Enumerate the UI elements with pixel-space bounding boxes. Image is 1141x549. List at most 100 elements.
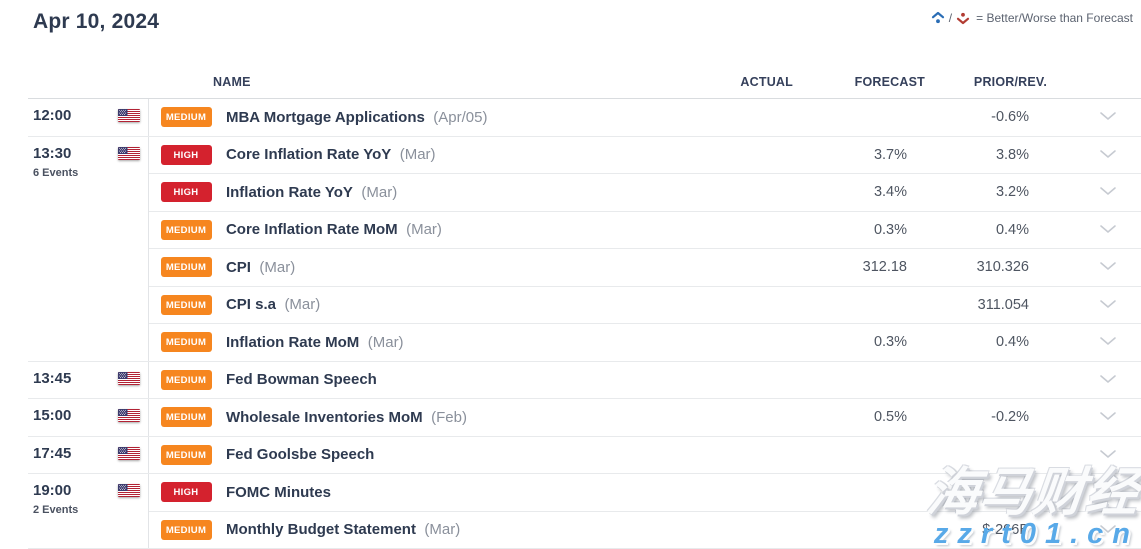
chevron-down-icon[interactable] xyxy=(1099,411,1117,421)
us-flag-icon xyxy=(117,371,140,385)
chevron-down-icon[interactable] xyxy=(1099,449,1117,459)
time-cell: 15:00 xyxy=(28,398,149,437)
event-row[interactable]: 19:00 2 Events HIGH FOMC Minutes xyxy=(28,473,1141,549)
time-label: 17:45 xyxy=(33,444,72,462)
event-name: CPI xyxy=(225,258,251,276)
event-name: Monthly Budget Statement xyxy=(225,521,416,539)
chevron-down-icon[interactable] xyxy=(1099,336,1117,346)
col-header-actual: ACTUAL xyxy=(637,75,793,99)
chevron-down-icon[interactable] xyxy=(1099,224,1117,234)
chevron-down-icon[interactable] xyxy=(1099,149,1117,159)
importance-badge: MEDIUM xyxy=(160,294,212,315)
event-name-cell: MEDIUM MBA Mortgage Applications (Apr/05… xyxy=(148,98,637,137)
col-header-expand xyxy=(1047,75,1141,99)
event-name-cell: MEDIUM Core Inflation Rate MoM (Mar) xyxy=(148,211,637,249)
prior-value: 0.4% xyxy=(925,323,1047,362)
col-header-prior: PRIOR/REV. xyxy=(925,75,1047,99)
time-cell: 12:00 xyxy=(28,98,149,137)
forecast-value xyxy=(793,98,925,137)
importance-badge: MEDIUM xyxy=(160,444,212,465)
chevron-down-icon[interactable] xyxy=(1099,374,1117,384)
event-period: (Mar) xyxy=(259,258,296,276)
events-count: 2 Events xyxy=(33,504,79,516)
prior-value: -0.2% xyxy=(925,398,1047,437)
actual-value xyxy=(637,436,793,474)
col-header-forecast: FORECAST xyxy=(793,75,925,99)
actual-value xyxy=(637,286,793,324)
event-name-cell: MEDIUM Fed Goolsbe Speech xyxy=(148,436,637,474)
event-name: Core Inflation Rate YoY xyxy=(225,146,392,164)
event-name: FOMC Minutes xyxy=(225,483,331,501)
prior-value: 311.054 xyxy=(925,286,1047,324)
event-row[interactable]: MEDIUM CPI s.a (Mar) 311.054 xyxy=(28,286,1141,324)
forecast-value: 0.3% xyxy=(793,211,925,249)
importance-badge: HIGH xyxy=(160,182,212,203)
legend-text: = Better/Worse than Forecast xyxy=(976,11,1133,25)
event-row[interactable]: 17:45 MEDIUM Fed Goolsbe Speech xyxy=(28,436,1141,474)
forecast-value xyxy=(793,473,925,512)
event-period: (Mar) xyxy=(284,296,321,314)
importance-badge: MEDIUM xyxy=(160,219,212,240)
prior-value xyxy=(925,361,1047,399)
legend-separator: / xyxy=(948,11,953,25)
event-name-cell: MEDIUM CPI s.a (Mar) xyxy=(148,286,637,324)
prior-value xyxy=(925,473,1047,512)
prior-value: 0.4% xyxy=(925,211,1047,249)
forecast-value: 312.18 xyxy=(793,248,925,287)
event-row[interactable]: 13:45 MEDIUM Fed Bowman Speech xyxy=(28,361,1141,399)
event-row[interactable]: HIGH Inflation Rate YoY (Mar) 3.4% 3.2% xyxy=(28,173,1141,212)
chevron-down-icon[interactable] xyxy=(1099,524,1117,534)
event-name: Fed Goolsbe Speech xyxy=(225,446,375,464)
page-title: Apr 10, 2024 xyxy=(33,10,160,33)
forecast-value: 3.7% xyxy=(793,136,925,174)
chevron-down-icon[interactable] xyxy=(1099,486,1117,496)
event-period: (Mar) xyxy=(367,333,404,351)
time-label: 15:00 xyxy=(33,407,72,424)
header-row: NAME ACTUAL FORECAST PRIOR/REV. xyxy=(28,75,1141,99)
importance-badge: MEDIUM xyxy=(160,107,212,128)
event-period: (Mar) xyxy=(424,521,461,539)
event-period: (Apr/05) xyxy=(433,108,488,126)
event-period: (Mar) xyxy=(399,146,436,164)
arrow-down-worse-icon xyxy=(957,12,970,25)
event-row[interactable]: 15:00 MEDIUM Wholesale Inventories MoM (… xyxy=(28,398,1141,437)
event-row[interactable]: MEDIUM CPI (Mar) 312.18 310.326 xyxy=(28,248,1141,287)
importance-badge: MEDIUM xyxy=(160,369,212,390)
event-name-cell: MEDIUM CPI (Mar) xyxy=(148,248,637,287)
event-name-cell: MEDIUM Fed Bowman Speech xyxy=(148,361,637,399)
economic-calendar-table: NAME ACTUAL FORECAST PRIOR/REV. 12:00 ME… xyxy=(28,75,1141,549)
importance-badge: MEDIUM xyxy=(160,332,212,353)
chevron-down-icon[interactable] xyxy=(1099,111,1117,121)
prior-value: -0.6% xyxy=(925,98,1047,137)
importance-badge: MEDIUM xyxy=(160,407,212,428)
event-row[interactable]: MEDIUM Monthly Budget Statement (Mar) $-… xyxy=(28,511,1141,549)
event-name: Fed Bowman Speech xyxy=(225,371,377,389)
chevron-down-icon[interactable] xyxy=(1099,261,1117,271)
event-name-cell: MEDIUM Inflation Rate MoM (Mar) xyxy=(148,323,637,362)
actual-value xyxy=(637,398,793,437)
chevron-down-icon[interactable] xyxy=(1099,299,1117,309)
prior-value: 3.8% xyxy=(925,136,1047,174)
actual-value xyxy=(637,361,793,399)
event-row[interactable]: MEDIUM Core Inflation Rate MoM (Mar) 0.3… xyxy=(28,211,1141,249)
event-name-cell: HIGH Inflation Rate YoY (Mar) xyxy=(148,173,637,212)
actual-value xyxy=(637,511,793,549)
importance-badge: MEDIUM xyxy=(160,519,212,540)
us-flag-icon xyxy=(117,146,140,160)
prior-value: 310.326 xyxy=(925,248,1047,287)
forecast-value xyxy=(793,436,925,474)
event-period: (Feb) xyxy=(431,408,467,426)
event-row[interactable]: 12:00 MEDIUM MBA Mortgage Applications (… xyxy=(28,98,1141,137)
actual-value xyxy=(637,173,793,212)
event-name: Inflation Rate YoY xyxy=(225,183,353,201)
event-name-cell: MEDIUM Wholesale Inventories MoM (Feb) xyxy=(148,398,637,437)
importance-badge: MEDIUM xyxy=(160,257,212,278)
time-cell: 13:30 6 Events xyxy=(28,136,149,362)
event-name-cell: HIGH Core Inflation Rate YoY (Mar) xyxy=(148,136,637,174)
event-row[interactable]: MEDIUM Inflation Rate MoM (Mar) 0.3% 0.4… xyxy=(28,323,1141,362)
event-row[interactable]: 13:30 6 Events HIGH Core Inflation Rate … xyxy=(28,136,1141,362)
actual-value xyxy=(637,98,793,137)
chevron-down-icon[interactable] xyxy=(1099,186,1117,196)
actual-value xyxy=(637,136,793,174)
legend: / = Better/Worse than Forecast xyxy=(931,11,1133,25)
